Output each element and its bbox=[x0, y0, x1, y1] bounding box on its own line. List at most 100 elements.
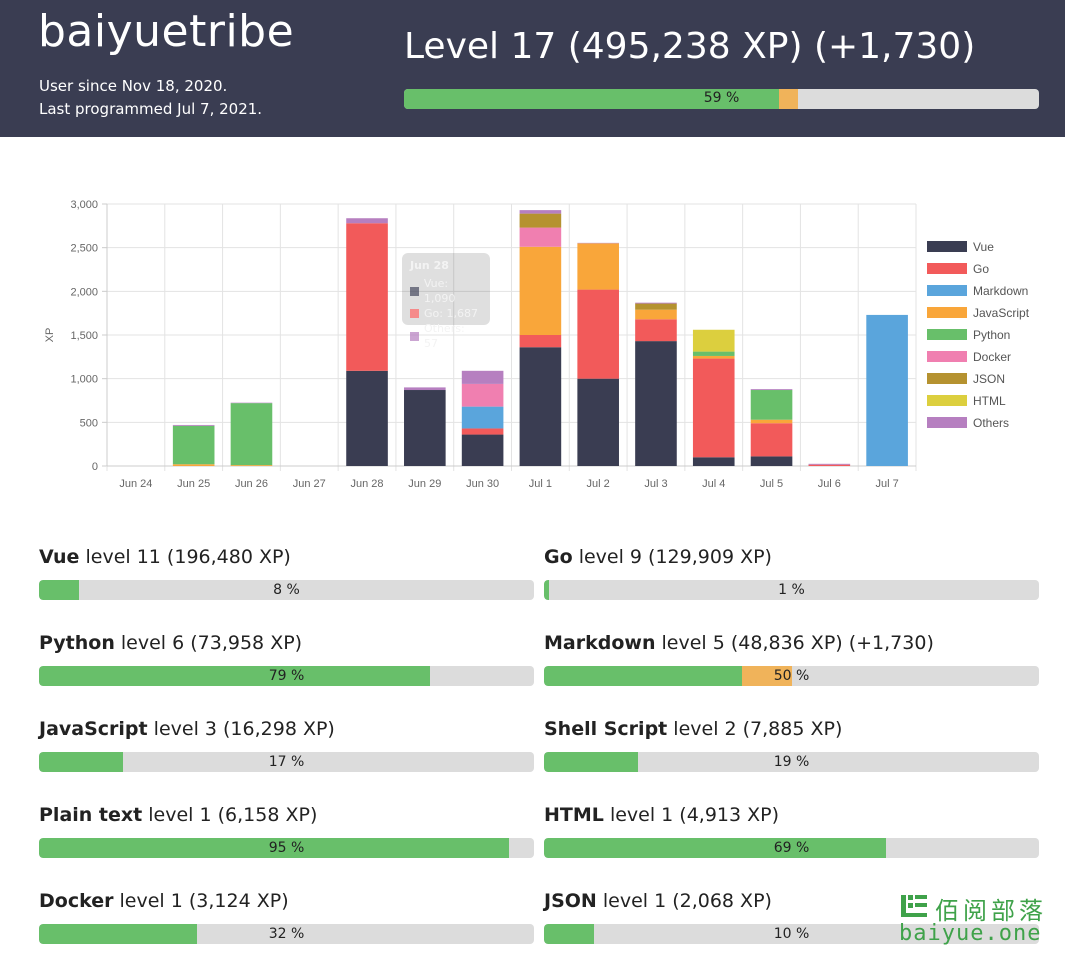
tooltip-value: Vue: 1,090 bbox=[423, 277, 456, 305]
language-name: Plain text bbox=[39, 804, 143, 826]
legend-label: Markdown bbox=[973, 284, 1028, 298]
language-name: JSON bbox=[544, 890, 597, 912]
bar-segment-go bbox=[692, 358, 735, 458]
legend-label: Python bbox=[973, 328, 1010, 342]
bar-segment-others bbox=[519, 210, 562, 214]
x-tick-label: Jul 1 bbox=[529, 478, 552, 490]
language-progress-label: 19 % bbox=[773, 754, 810, 770]
overall-progress-bar: 59 % bbox=[404, 89, 1039, 109]
language-level-item: Vue level 11 (196,480 XP) 8 % bbox=[39, 546, 534, 600]
y-tick-label: 2,500 bbox=[70, 243, 98, 255]
language-level-item: Docker level 1 (3,124 XP) 32 % bbox=[39, 890, 534, 944]
language-title: Docker level 1 (3,124 XP) bbox=[39, 890, 534, 912]
daily-xp-chart[interactable]: 0 500 1,000 1,500 2,000 2,500 3,000 XP Jun 24 Jun… bbox=[0, 190, 1065, 500]
language-progress-fill bbox=[39, 838, 510, 858]
bar-segment-others bbox=[808, 463, 851, 465]
language-name: Go bbox=[544, 546, 573, 568]
language-progress-bar: 19 % bbox=[544, 752, 1039, 772]
bar-segment-vue bbox=[750, 456, 793, 466]
language-name: Markdown bbox=[544, 632, 656, 654]
bar-segment-python bbox=[692, 351, 735, 356]
language-title: Vue level 11 (196,480 XP) bbox=[39, 546, 534, 568]
x-tick-label: Jul 7 bbox=[875, 478, 898, 490]
x-tick-label: Jun 30 bbox=[466, 478, 499, 490]
x-tick-label: Jun 29 bbox=[408, 478, 441, 490]
bar-segment-javascript bbox=[519, 246, 562, 335]
bar-segment-vue bbox=[692, 457, 735, 466]
user-since: User since Nov 18, 2020. bbox=[39, 77, 228, 95]
bar-segment-others bbox=[635, 302, 677, 304]
bar-segment-vue bbox=[461, 434, 504, 466]
bar-segment-go bbox=[519, 335, 562, 348]
tooltip-value: Others: 57 bbox=[423, 322, 465, 350]
x-tick-label: Jul 4 bbox=[702, 478, 725, 490]
bar-segment-vue bbox=[346, 370, 388, 466]
x-tick-label: Jul 3 bbox=[644, 478, 667, 490]
x-tick-label: Jul 6 bbox=[818, 478, 841, 490]
bar-segment-vue bbox=[635, 341, 677, 466]
language-level-text: level 5 (48,836 XP) (+1,730) bbox=[661, 632, 934, 654]
legend-label: Docker bbox=[973, 350, 1011, 364]
language-progress-fill bbox=[544, 752, 639, 772]
language-level-item: JavaScript level 3 (16,298 XP) 17 % bbox=[39, 718, 534, 772]
language-progress-fill bbox=[544, 580, 549, 600]
language-level-text: level 1 (6,158 XP) bbox=[148, 804, 318, 826]
overall-progress-fill bbox=[404, 89, 779, 109]
bar-segment-go bbox=[461, 428, 504, 435]
bar-segment-go bbox=[750, 423, 793, 457]
bar-segment-others bbox=[172, 424, 215, 426]
watermark-en: baiyue.one bbox=[899, 921, 1042, 946]
bar-segment-python bbox=[172, 425, 215, 465]
language-progress-bar: 69 % bbox=[544, 838, 1039, 858]
legend-label: JavaScript bbox=[973, 306, 1030, 320]
language-level-text: level 1 (4,913 XP) bbox=[609, 804, 780, 826]
last-programmed: Last programmed Jul 7, 2021. bbox=[39, 100, 263, 118]
bar-segment-markdown bbox=[461, 406, 504, 429]
language-progress-bar: 10 % bbox=[544, 924, 1039, 944]
language-level-text: level 1 (3,124 XP) bbox=[119, 890, 289, 912]
tooltip-row: Others: 57 bbox=[410, 321, 482, 351]
language-level-item: JSON level 1 (2,068 XP) 10 % bbox=[544, 890, 1039, 944]
language-progress-label: 50 % bbox=[773, 668, 810, 684]
language-progress-label: 79 % bbox=[268, 668, 305, 684]
language-name: Python bbox=[39, 632, 115, 654]
legend-label: Go bbox=[973, 262, 989, 276]
language-progress-fill bbox=[39, 924, 198, 944]
language-level-item: Plain text level 1 (6,158 XP) 95 % bbox=[39, 804, 534, 858]
language-level-text: level 2 (7,885 XP) bbox=[673, 718, 843, 740]
language-progress-bar: 17 % bbox=[39, 752, 534, 772]
language-title: JSON level 1 (2,068 XP) bbox=[544, 890, 1039, 912]
language-progress-label: 17 % bbox=[268, 754, 305, 770]
bar-segment-javascript bbox=[635, 309, 677, 320]
x-tick-label: Jul 5 bbox=[760, 478, 783, 490]
language-level-text: level 11 (196,480 XP) bbox=[85, 546, 291, 568]
bar-segment-javascript bbox=[750, 419, 793, 424]
daily-xp-chart-svg[interactable]: 0 500 1,000 1,500 2,000 2,500 3,000 XP Jun 24 Jun… bbox=[0, 190, 1065, 500]
chart-tooltip: Jun 28 Vue: 1,090 Go: 1,687 Others: 57 bbox=[402, 253, 490, 350]
language-progress-bar: 79 % bbox=[39, 666, 534, 686]
language-level-text: level 3 (16,298 XP) bbox=[153, 718, 335, 740]
bar-segment-vue bbox=[404, 390, 446, 466]
bar-segment-vue bbox=[577, 378, 619, 466]
legend-label: HTML bbox=[973, 394, 1006, 408]
y-tick-label: 3,000 bbox=[70, 199, 98, 211]
y-tick-label: 1,500 bbox=[70, 330, 98, 342]
overall-progress-gain bbox=[778, 89, 798, 109]
bar-segment-javascript bbox=[577, 243, 619, 290]
x-tick-label: Jun 27 bbox=[293, 478, 326, 490]
username: baiyuetribe bbox=[38, 6, 295, 57]
language-name: Vue bbox=[39, 546, 80, 568]
language-level-item: Markdown level 5 (48,836 XP) (+1,730) 50 … bbox=[544, 632, 1039, 686]
language-name: JavaScript bbox=[39, 718, 148, 740]
watermark-logo-icon bbox=[901, 895, 927, 917]
bar-segment-go bbox=[346, 223, 388, 371]
language-progress-label: 69 % bbox=[773, 840, 810, 856]
bar-segment-others bbox=[346, 218, 388, 224]
language-level-item: Shell Script level 2 (7,885 XP) 19 % bbox=[544, 718, 1039, 772]
legend-swatch bbox=[927, 241, 967, 252]
language-progress-bar: 95 % bbox=[39, 838, 534, 858]
bar-segment-go bbox=[577, 289, 619, 379]
y-tick-label: 500 bbox=[80, 417, 98, 429]
bar-segment-docker bbox=[461, 383, 504, 407]
bar-segment-javascript bbox=[230, 465, 273, 466]
